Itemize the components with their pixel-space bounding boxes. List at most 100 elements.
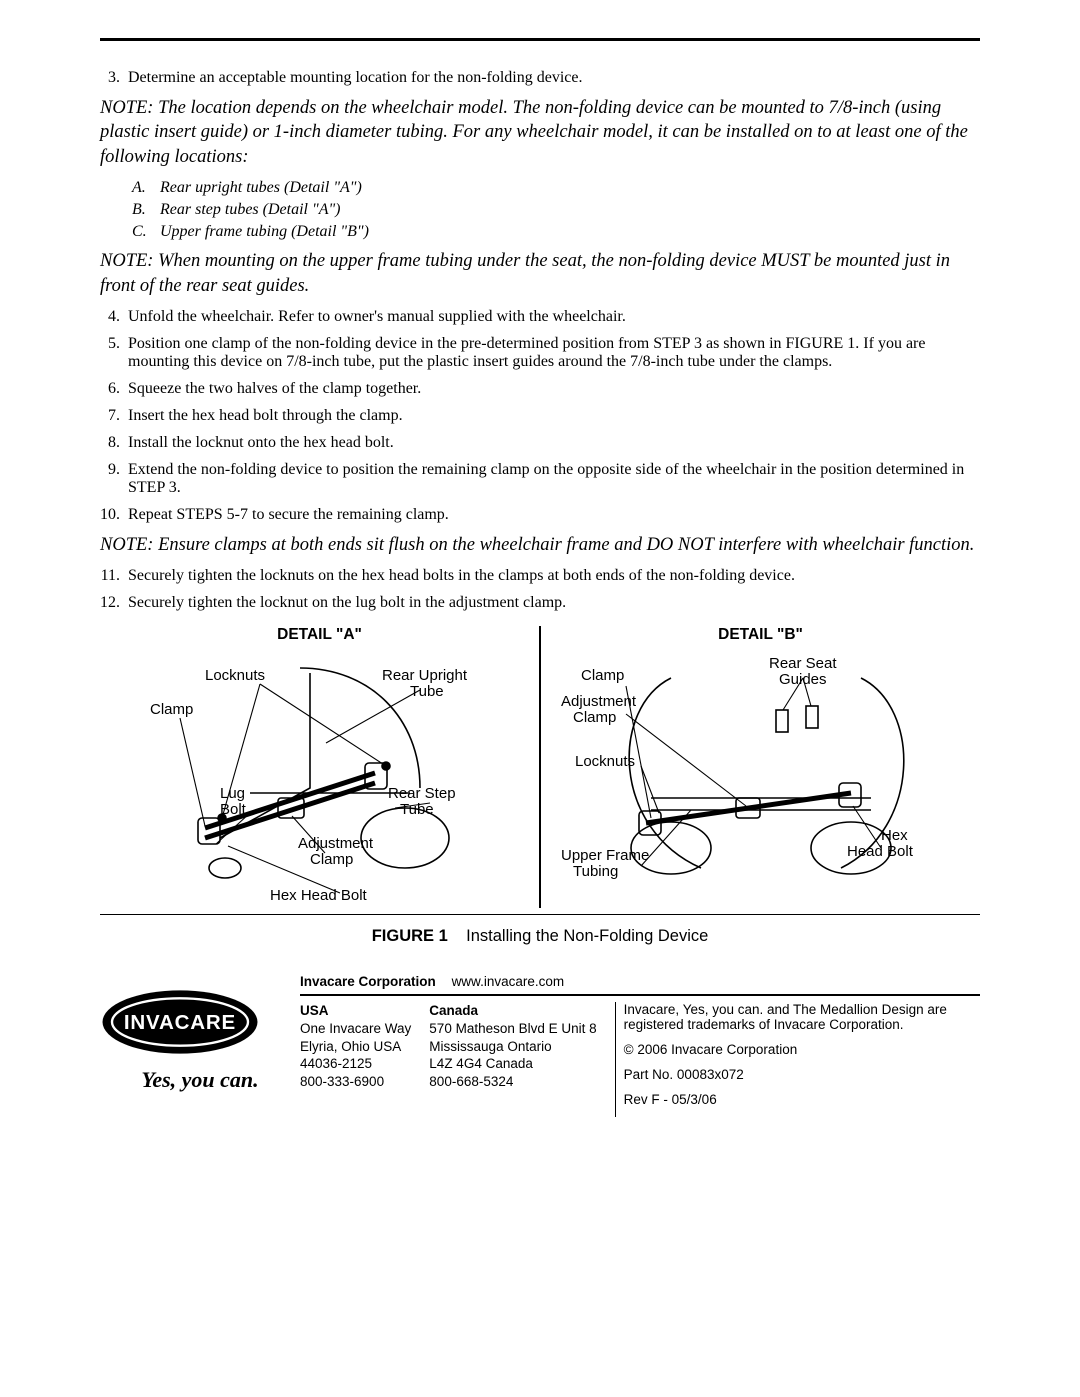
- label-rear-upright-1: Rear Upright: [382, 667, 468, 684]
- sub-b-text: Rear step tubes (Detail "A"): [160, 201, 980, 219]
- label-adj-b2: Clamp: [573, 709, 616, 726]
- legal-partno: Part No. 00083x072: [624, 1067, 980, 1082]
- step-9: 9.Extend the non-folding device to posit…: [100, 461, 980, 497]
- label-upper1: Upper Frame: [561, 847, 649, 864]
- canada-line: L4Z 4G4 Canada: [429, 1055, 596, 1073]
- step-text: Squeeze the two halves of the clamp toge…: [128, 380, 980, 398]
- label-adj-1: Adjustment: [298, 835, 374, 852]
- step-8: 8.Install the locknut onto the hex head …: [100, 434, 980, 452]
- step-number: 9.: [100, 461, 128, 497]
- step-number: 10.: [100, 506, 128, 524]
- label-locknuts: Locknuts: [205, 667, 265, 684]
- note-2: NOTE: When mounting on the upper frame t…: [100, 249, 980, 298]
- legal-rev: Rev F - 05/3/06: [624, 1092, 980, 1107]
- step-number: 7.: [100, 407, 128, 425]
- sub-a-label: A.: [132, 179, 160, 197]
- label-rearseat1: Rear Seat: [769, 655, 837, 672]
- step-number: 3.: [100, 69, 128, 87]
- step-text: Repeat STEPS 5-7 to secure the remaining…: [128, 506, 980, 524]
- sub-b-label: B.: [132, 201, 160, 219]
- footer-logo-block: INVACARE Yes, you can.: [100, 974, 300, 1117]
- usa-line: Elyria, Ohio USA: [300, 1038, 411, 1056]
- invacare-logo: INVACARE: [100, 988, 260, 1056]
- usa-line: 800-333-6900: [300, 1073, 411, 1091]
- step-11: 11.Securely tighten the locknuts on the …: [100, 567, 980, 585]
- legal-copyright: © 2006 Invacare Corporation: [624, 1042, 980, 1057]
- legal-trademark: Invacare, Yes, you can. and The Medallio…: [624, 1002, 980, 1032]
- step-number: 12.: [100, 594, 128, 612]
- label-clamp: Clamp: [150, 701, 193, 718]
- footer-canada: Canada 570 Matheson Blvd E Unit 8 Missis…: [429, 1002, 596, 1117]
- corp-site: www.invacare.com: [452, 974, 565, 989]
- canada-line: 570 Matheson Blvd E Unit 8: [429, 1020, 596, 1038]
- step-3: 3. Determine an acceptable mounting loca…: [100, 69, 980, 87]
- footer-top: Invacare Corporation www.invacare.com: [300, 974, 980, 996]
- usa-heading: USA: [300, 1002, 411, 1020]
- step-10: 10.Repeat STEPS 5-7 to secure the remain…: [100, 506, 980, 524]
- canada-heading: Canada: [429, 1002, 596, 1020]
- label-clamp-b: Clamp: [581, 667, 624, 684]
- label-hex: Hex Head Bolt: [270, 887, 368, 904]
- tagline: Yes, you can.: [100, 1067, 300, 1093]
- step-5: 5.Position one clamp of the non-folding …: [100, 335, 980, 371]
- step-number: 4.: [100, 308, 128, 326]
- label-adj-2: Clamp: [310, 851, 353, 868]
- label-hex-b1: Hex: [881, 827, 908, 844]
- step-7: 7.Insert the hex head bolt through the c…: [100, 407, 980, 425]
- step-number: 5.: [100, 335, 128, 371]
- step-6: 6.Squeeze the two halves of the clamp to…: [100, 380, 980, 398]
- label-rear-upright-2: Tube: [410, 683, 444, 700]
- step-text: Determine an acceptable mounting locatio…: [128, 69, 980, 87]
- detail-b-title: DETAIL "B": [541, 626, 980, 644]
- step-text: Insert the hex head bolt through the cla…: [128, 407, 980, 425]
- label-lug-1: Lug: [220, 785, 245, 802]
- step-text: Install the locknut onto the hex head bo…: [128, 434, 980, 452]
- detail-b: DETAIL "B": [541, 626, 980, 908]
- step-number: 8.: [100, 434, 128, 452]
- step-number: 11.: [100, 567, 128, 585]
- step-text: Position one clamp of the non-folding de…: [128, 335, 980, 371]
- detail-a-title: DETAIL "A": [100, 626, 539, 644]
- svg-text:INVACARE: INVACARE: [124, 1012, 236, 1035]
- sub-a-text: Rear upright tubes (Detail "A"): [160, 179, 980, 197]
- canada-line: 800-668-5324: [429, 1073, 596, 1091]
- footer-legal: Invacare, Yes, you can. and The Medallio…: [615, 1002, 980, 1117]
- corp-name: Invacare Corporation: [300, 974, 436, 989]
- label-upper2: Tubing: [573, 863, 618, 880]
- step-number: 6.: [100, 380, 128, 398]
- step-4: 4.Unfold the wheelchair. Refer to owner'…: [100, 308, 980, 326]
- sub-c-text: Upper frame tubing (Detail "B"): [160, 223, 980, 241]
- canada-line: Mississauga Ontario: [429, 1038, 596, 1056]
- note-3: NOTE: Ensure clamps at both ends sit flu…: [100, 533, 980, 557]
- detail-a-drawing: Locknuts Clamp Rear Upright Tube Lug Bol…: [110, 648, 530, 908]
- location-sublist: A. Rear upright tubes (Detail "A") B. Re…: [132, 179, 980, 241]
- footer: INVACARE Yes, you can. Invacare Corporat…: [100, 974, 980, 1117]
- sub-a: A. Rear upright tubes (Detail "A"): [132, 179, 980, 197]
- top-rule: [100, 38, 980, 41]
- sub-b: B. Rear step tubes (Detail "A"): [132, 201, 980, 219]
- label-locknuts-b: Locknuts: [575, 753, 635, 770]
- sub-c-label: C.: [132, 223, 160, 241]
- figure-1: DETAIL "A": [100, 626, 980, 946]
- label-rearstep-2: Tube: [400, 801, 434, 818]
- step-text: Extend the non-folding device to positio…: [128, 461, 980, 497]
- step-12: 12.Securely tighten the locknut on the l…: [100, 594, 980, 612]
- step-text: Unfold the wheelchair. Refer to owner's …: [128, 308, 980, 326]
- usa-line: One Invacare Way: [300, 1020, 411, 1038]
- figure-label: FIGURE 1: [372, 927, 448, 945]
- footer-usa: USA One Invacare Way Elyria, Ohio USA 44…: [300, 1002, 411, 1117]
- label-adj-b1: Adjustment: [561, 693, 637, 710]
- detail-b-drawing: Clamp Adjustment Clamp Locknuts Rear Sea…: [551, 648, 971, 908]
- figure-caption-text: Installing the Non-Folding Device: [466, 927, 708, 945]
- label-rearseat2: Guides: [779, 671, 827, 688]
- label-lug-2: Bolt: [220, 801, 247, 818]
- detail-a: DETAIL "A": [100, 626, 541, 908]
- figure-caption: FIGURE 1 Installing the Non-Folding Devi…: [100, 927, 980, 946]
- note-1: NOTE: The location depends on the wheelc…: [100, 96, 980, 169]
- label-rearstep-1: Rear Step: [388, 785, 456, 802]
- step-text: Securely tighten the locknut on the lug …: [128, 594, 980, 612]
- step-text: Securely tighten the locknuts on the hex…: [128, 567, 980, 585]
- sub-c: C. Upper frame tubing (Detail "B"): [132, 223, 980, 241]
- usa-line: 44036-2125: [300, 1055, 411, 1073]
- label-hex-b2: Head Bolt: [847, 843, 914, 860]
